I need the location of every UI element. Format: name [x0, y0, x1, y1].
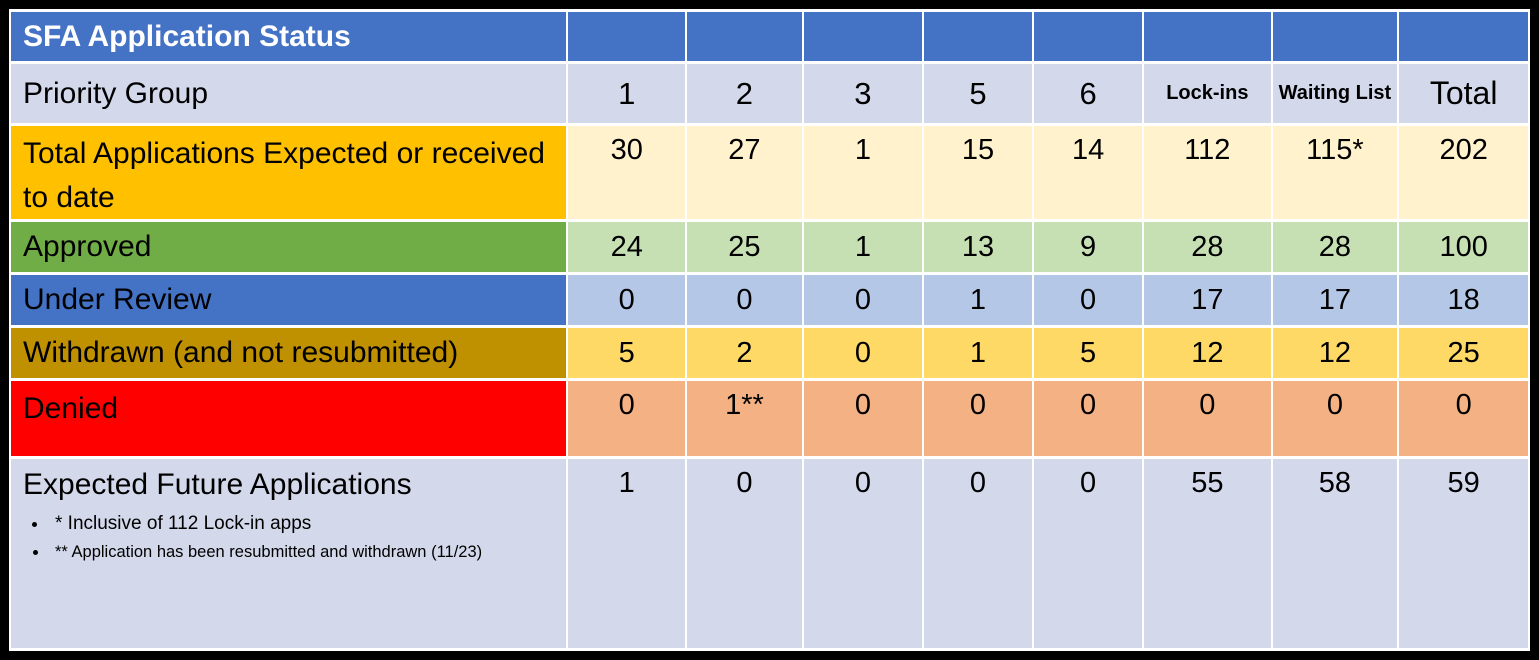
row-total-applications: Total Applications Expected or received … [8, 123, 1530, 222]
cell-total-applications-lockins: 112 [1142, 123, 1273, 222]
column-header-lock-ins: Lock-ins [1142, 61, 1273, 126]
cell-denied-g5: 0 [921, 378, 1035, 459]
sfa-application-status-table: SFA Application Status Priority Group 1 … [8, 9, 1530, 651]
row-label-total-applications: Total Applications Expected or received … [8, 123, 569, 222]
row-label-denied: Denied [8, 378, 569, 459]
footnote-lock-in-apps: * Inclusive of 112 Lock-in apps [49, 513, 565, 535]
row-label-withdrawn: Withdrawn (and not resubmitted) [8, 325, 569, 381]
cell-expected-future-g3: 0 [801, 456, 924, 651]
cell-approved-g1: 24 [566, 219, 687, 275]
cell-withdrawn-g2: 2 [684, 325, 804, 381]
title-spacer-cell [566, 9, 687, 64]
column-header-group-1: 1 [566, 61, 687, 126]
expected-future-label: Expected Future Applications [23, 468, 412, 501]
cell-denied-waiting: 0 [1270, 378, 1400, 459]
cell-expected-future-g1: 1 [566, 456, 687, 651]
cell-denied-g2: 1** [684, 378, 804, 459]
cell-total-applications-g2: 27 [684, 123, 804, 222]
title-spacer-cell [801, 9, 924, 64]
row-label-approved: Approved [8, 219, 569, 275]
cell-under-review-g3: 0 [801, 272, 924, 328]
cell-total-applications-g3: 1 [801, 123, 924, 222]
column-header-group-2: 2 [684, 61, 804, 126]
cell-approved-g6: 9 [1032, 219, 1145, 275]
column-header-waiting-list: Waiting List [1270, 61, 1400, 126]
column-header-priority-group: Priority Group [8, 61, 569, 126]
cell-expected-future-g6: 0 [1032, 456, 1145, 651]
title-spacer-cell [684, 9, 804, 64]
row-approved: Approved 24 25 1 13 9 28 28 100 [8, 219, 1530, 275]
cell-approved-lockins: 28 [1142, 219, 1273, 275]
cell-approved-total: 100 [1397, 219, 1530, 275]
cell-under-review-g6: 0 [1032, 272, 1145, 328]
cell-withdrawn-g6: 5 [1032, 325, 1145, 381]
cell-total-applications-waiting: 115* [1270, 123, 1400, 222]
title-spacer-cell [1397, 9, 1530, 64]
cell-under-review-g2: 0 [684, 272, 804, 328]
cell-withdrawn-lockins: 12 [1142, 325, 1273, 381]
cell-denied-g3: 0 [801, 378, 924, 459]
page-title: SFA Application Status [8, 9, 569, 64]
row-expected-future: Expected Future Applications * Inclusive… [8, 456, 1530, 651]
cell-withdrawn-g5: 1 [921, 325, 1035, 381]
cell-approved-g3: 1 [801, 219, 924, 275]
row-label-expected-future: Expected Future Applications * Inclusive… [8, 456, 569, 651]
title-row: SFA Application Status [8, 9, 1530, 64]
row-denied: Denied 0 1** 0 0 0 0 0 0 [8, 378, 1530, 459]
cell-expected-future-lockins: 55 [1142, 456, 1273, 651]
cell-expected-future-total: 59 [1397, 456, 1530, 651]
footnote-list: * Inclusive of 112 Lock-in apps ** Appli… [27, 513, 565, 562]
cell-withdrawn-g3: 0 [801, 325, 924, 381]
footnote-resubmitted-withdrawn: ** Application has been resubmitted and … [49, 543, 565, 562]
title-spacer-cell [1142, 9, 1273, 64]
title-spacer-cell [1270, 9, 1400, 64]
cell-expected-future-g2: 0 [684, 456, 804, 651]
cell-under-review-g1: 0 [566, 272, 687, 328]
row-under-review: Under Review 0 0 0 1 0 17 17 18 [8, 272, 1530, 328]
cell-under-review-g5: 1 [921, 272, 1035, 328]
title-spacer-cell [1032, 9, 1145, 64]
column-header-group-5: 5 [921, 61, 1035, 126]
cell-under-review-total: 18 [1397, 272, 1530, 328]
cell-approved-g2: 25 [684, 219, 804, 275]
cell-withdrawn-total: 25 [1397, 325, 1530, 381]
cell-denied-lockins: 0 [1142, 378, 1273, 459]
cell-total-applications-total: 202 [1397, 123, 1530, 222]
cell-approved-waiting: 28 [1270, 219, 1400, 275]
cell-approved-g5: 13 [921, 219, 1035, 275]
cell-denied-g6: 0 [1032, 378, 1145, 459]
cell-expected-future-waiting: 58 [1270, 456, 1400, 651]
row-withdrawn: Withdrawn (and not resubmitted) 5 2 0 1 … [8, 325, 1530, 381]
cell-under-review-lockins: 17 [1142, 272, 1273, 328]
cell-denied-g1: 0 [566, 378, 687, 459]
cell-total-applications-g6: 14 [1032, 123, 1145, 222]
cell-withdrawn-waiting: 12 [1270, 325, 1400, 381]
cell-under-review-waiting: 17 [1270, 272, 1400, 328]
column-header-group-6: 6 [1032, 61, 1145, 126]
cell-withdrawn-g1: 5 [566, 325, 687, 381]
column-header-total: Total [1397, 61, 1530, 126]
cell-total-applications-g1: 30 [566, 123, 687, 222]
row-label-under-review: Under Review [8, 272, 569, 328]
cell-expected-future-g5: 0 [921, 456, 1035, 651]
cell-denied-total: 0 [1397, 378, 1530, 459]
column-header-group-3: 3 [801, 61, 924, 126]
title-spacer-cell [921, 9, 1035, 64]
column-header-row: Priority Group 1 2 3 5 6 Lock-ins Waitin… [8, 61, 1530, 126]
cell-total-applications-g5: 15 [921, 123, 1035, 222]
